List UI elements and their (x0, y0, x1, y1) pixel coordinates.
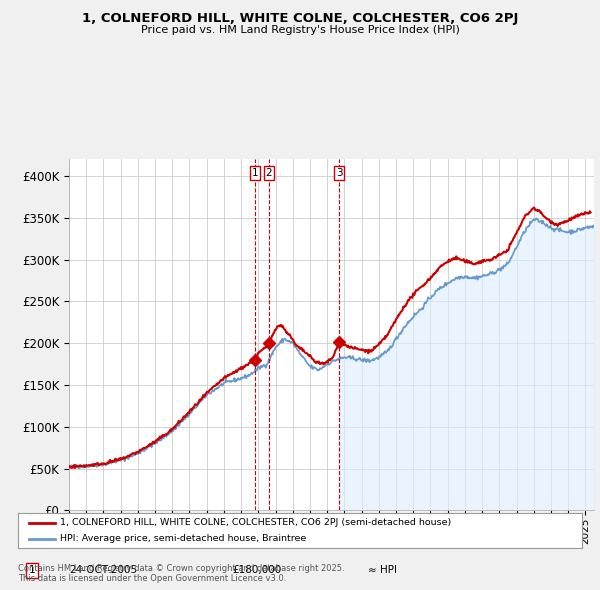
Text: 2: 2 (266, 168, 272, 178)
Text: 1, COLNEFORD HILL, WHITE COLNE, COLCHESTER, CO6 2PJ (semi-detached house): 1, COLNEFORD HILL, WHITE COLNE, COLCHEST… (60, 519, 452, 527)
Text: 3: 3 (336, 168, 343, 178)
Text: ≈ HPI: ≈ HPI (368, 565, 397, 575)
Text: 24-OCT-2005: 24-OCT-2005 (69, 565, 137, 575)
Text: 1: 1 (29, 565, 35, 575)
Text: 1: 1 (252, 168, 259, 178)
Text: £180,000: £180,000 (232, 565, 281, 575)
Text: 1, COLNEFORD HILL, WHITE COLNE, COLCHESTER, CO6 2PJ: 1, COLNEFORD HILL, WHITE COLNE, COLCHEST… (82, 12, 518, 25)
Text: HPI: Average price, semi-detached house, Braintree: HPI: Average price, semi-detached house,… (60, 535, 307, 543)
Text: Contains HM Land Registry data © Crown copyright and database right 2025.
This d: Contains HM Land Registry data © Crown c… (18, 563, 344, 583)
Text: Price paid vs. HM Land Registry's House Price Index (HPI): Price paid vs. HM Land Registry's House … (140, 25, 460, 35)
